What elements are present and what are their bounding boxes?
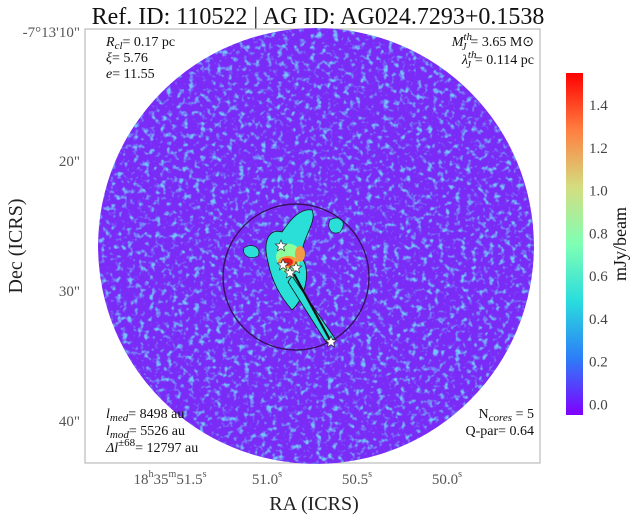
- colorbar-tick: 0.4: [589, 312, 608, 328]
- x-tick-label: 50.0s: [432, 469, 462, 488]
- annotation: Δl±68= 12797 au: [105, 437, 198, 456]
- core-star-icon: [289, 261, 303, 274]
- annotation: Q-par= 0.64: [465, 424, 534, 439]
- y-axis-label: Dec (ICRS): [5, 199, 27, 294]
- core-star-icon: [276, 258, 290, 271]
- x-tick-label: 50.5s: [342, 469, 372, 488]
- core-star-icon: [283, 266, 297, 279]
- annotation: e= 11.55: [106, 67, 155, 82]
- y-tick-label: 30": [59, 284, 80, 300]
- x-tick-label: 18h35m51.5s: [134, 469, 207, 488]
- colorbar-label: mJy/beam: [610, 207, 630, 281]
- y-tick-label: 20": [59, 154, 80, 170]
- annotation: Mth J = 3.65 M⊙: [451, 31, 534, 53]
- x-tick-label: 51.0s: [252, 469, 282, 488]
- colorbar-tick: 0.2: [589, 355, 608, 371]
- colorbar-tick: 1.0: [589, 184, 608, 200]
- colorbar-tick: 0.8: [589, 226, 608, 242]
- image-map: [98, 28, 534, 464]
- beam-circle: [222, 203, 370, 351]
- annotation: lmed= 8498 au: [106, 407, 184, 424]
- colorbar-tick: 0.0: [589, 397, 608, 413]
- core-star-icon: [274, 239, 288, 252]
- colorbar-tick: 1.2: [589, 141, 608, 157]
- colorbar-tick: 1.4: [589, 98, 608, 114]
- y-tick-label: 40": [59, 414, 80, 430]
- annotation: Ncores = 5: [479, 407, 534, 424]
- colorbar: [566, 73, 583, 415]
- annotation: ξ= 5.76: [106, 51, 148, 66]
- colorbar-tick: 0.6: [589, 269, 608, 285]
- annotation: Rcl= 0.17 pc: [105, 35, 175, 52]
- chart-title: Ref. ID: 110522 | AG ID: AG024.7293+0.15…: [92, 4, 545, 30]
- core-star-icon: [324, 335, 338, 348]
- annotation: lmod= 5526 au: [106, 424, 185, 441]
- y-tick-label: -7°13'10": [23, 25, 80, 41]
- x-axis-label: RA (ICRS): [269, 493, 358, 515]
- annotation: λth J = 0.114 pc: [461, 49, 534, 71]
- cores: [274, 239, 338, 348]
